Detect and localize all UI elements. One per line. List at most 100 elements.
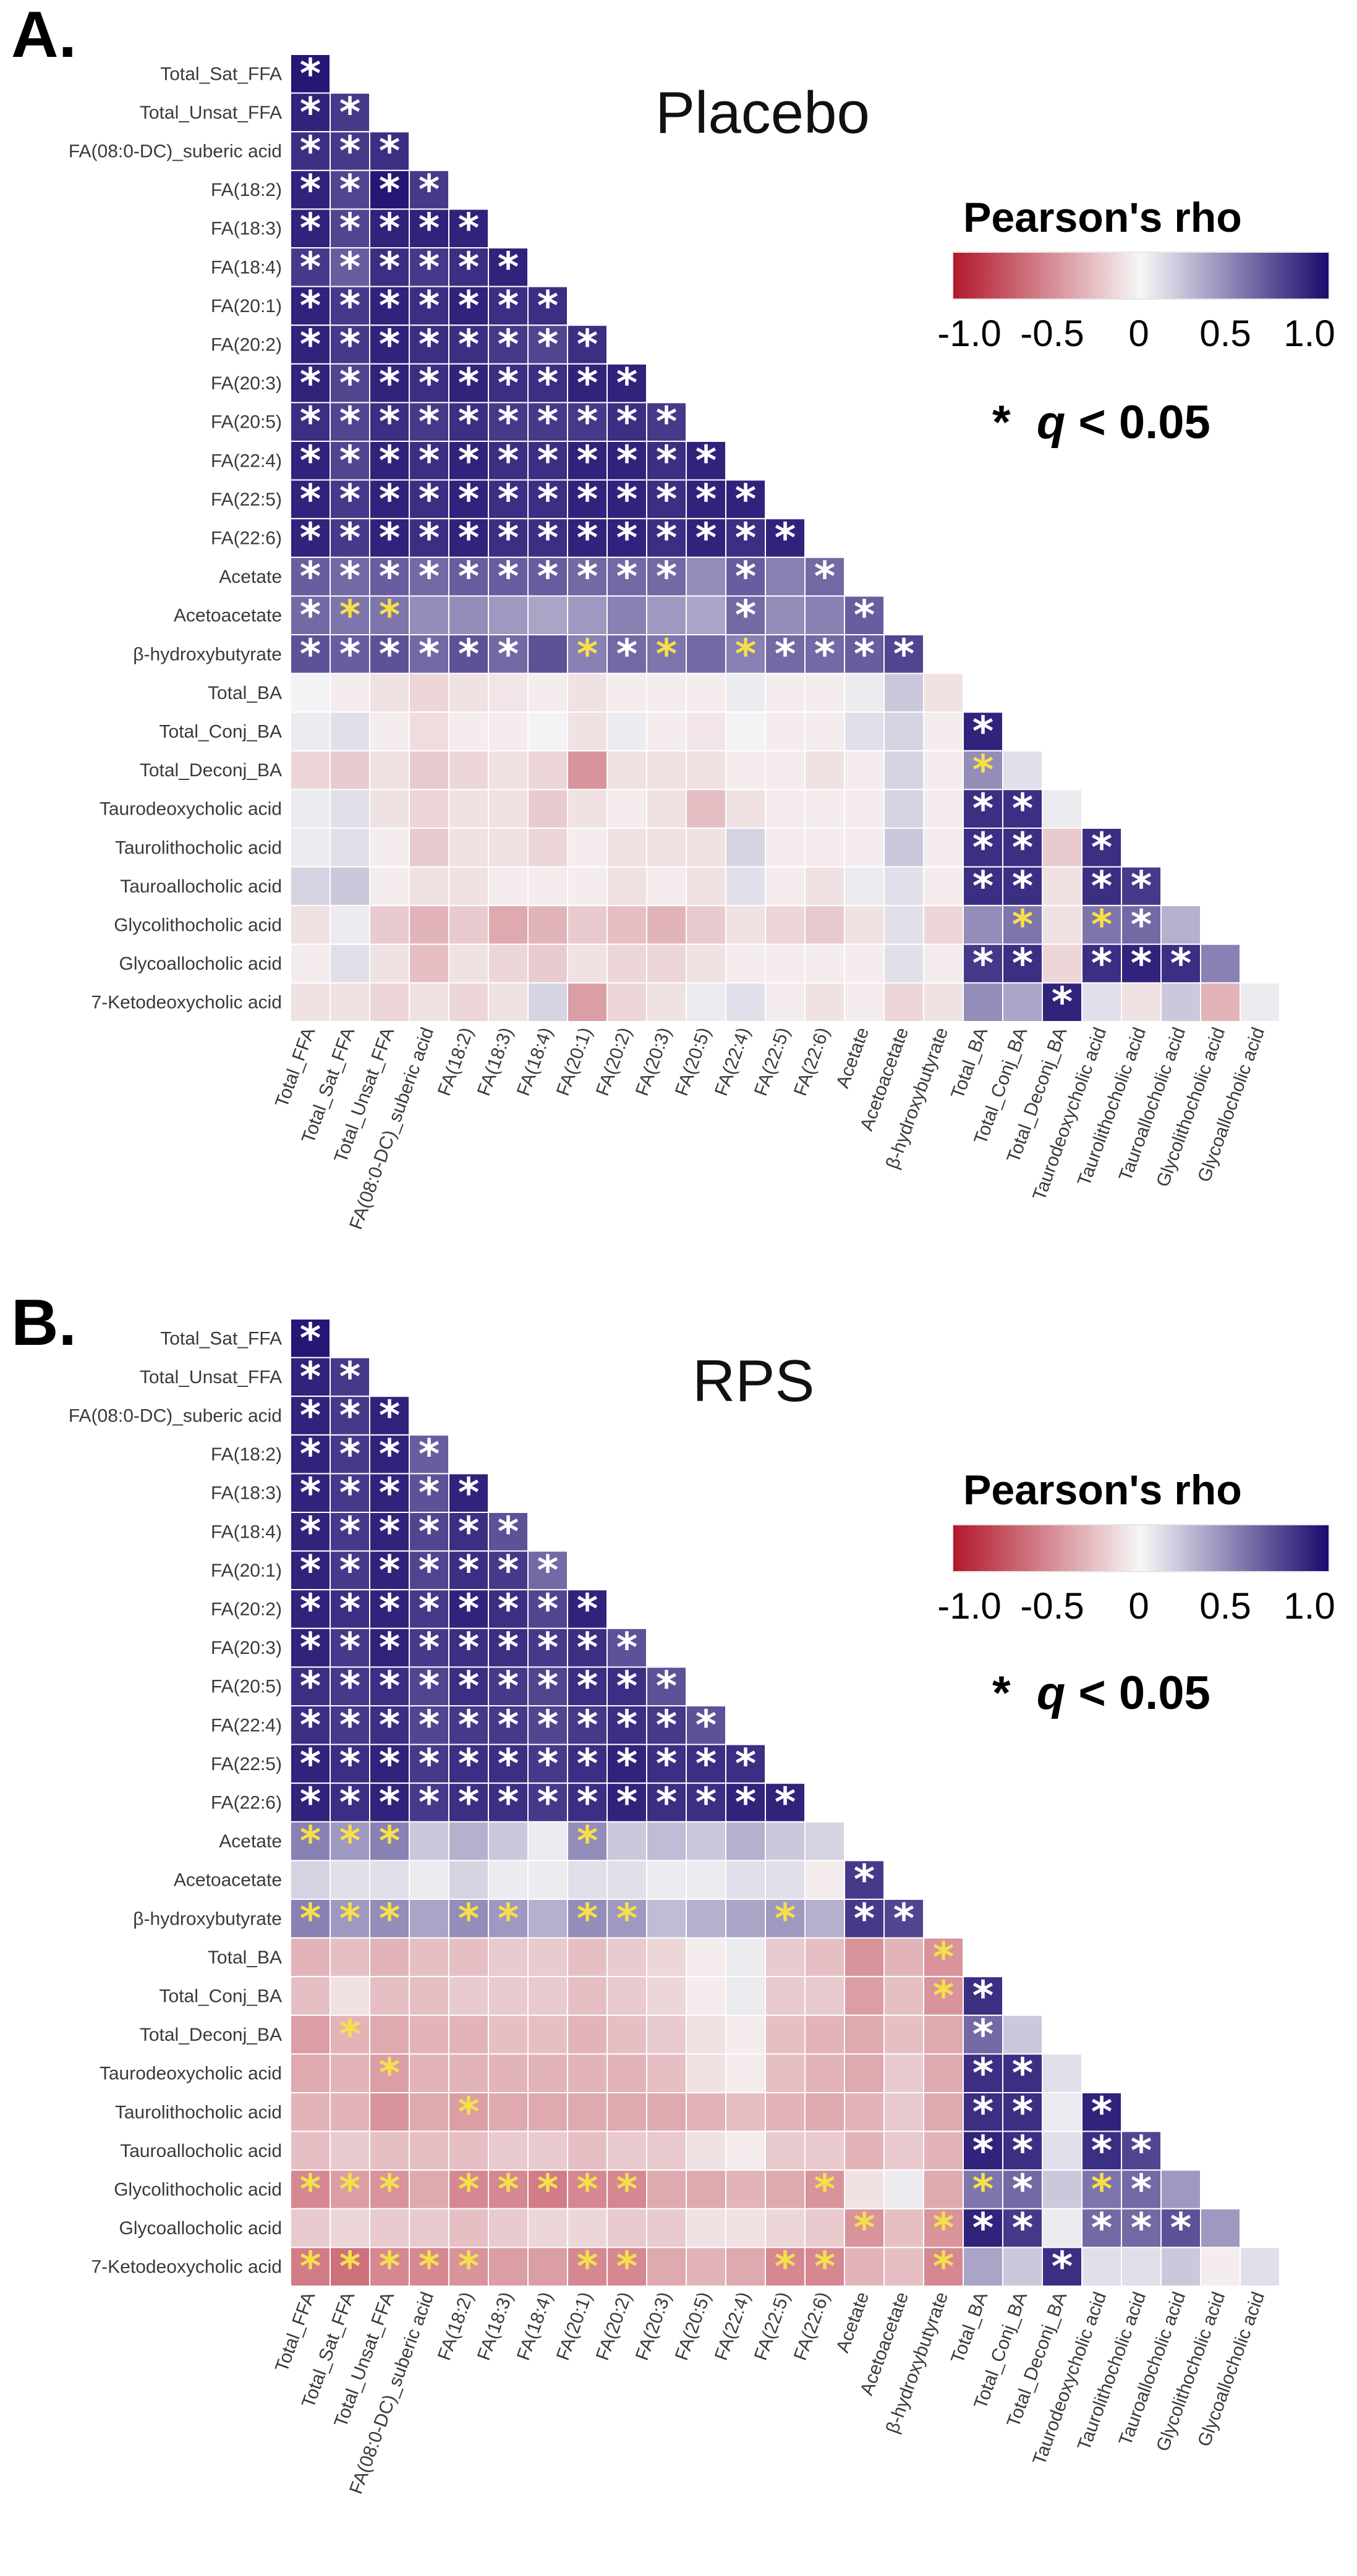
row-label: Acetate — [219, 1831, 282, 1852]
heatmap-cell — [923, 866, 964, 907]
heatmap-cell — [527, 518, 568, 558]
heatmap-cell — [646, 982, 687, 1023]
significance-star: * — [458, 514, 480, 562]
significance-star: * — [379, 1585, 401, 1633]
heatmap-cell — [567, 1627, 608, 1668]
heatmap-cell — [725, 711, 766, 752]
significance-star: * — [775, 514, 796, 562]
heatmap-cell — [686, 2208, 726, 2248]
heatmap-cell — [369, 905, 410, 945]
heatmap-cell — [804, 2247, 845, 2287]
row-label: Glycoallocholic acid — [119, 2218, 282, 2239]
heatmap-cell — [606, 518, 647, 558]
significance-star: * — [972, 940, 994, 988]
heatmap-cell — [448, 1860, 489, 1900]
row-label: Total_Unsat_FFA — [140, 103, 282, 123]
significance-star: * — [537, 1663, 559, 1710]
significance-star: * — [379, 1431, 401, 1478]
heatmap-cell — [883, 1976, 924, 2016]
heatmap-cell — [883, 905, 924, 945]
heatmap-cell — [448, 363, 489, 404]
significance-star: * — [419, 1701, 440, 1749]
heatmap-cell — [330, 2169, 370, 2210]
heatmap-cell — [804, 1937, 845, 1978]
significance-star: * — [656, 1779, 678, 1826]
significance-star: * — [300, 514, 321, 562]
significance-star: * — [616, 398, 638, 446]
heatmap-cell — [646, 2092, 687, 2132]
heatmap-cell — [646, 595, 687, 636]
significance-legend: * q < 0.05 — [992, 1666, 1210, 1720]
heatmap-cell — [448, 2130, 489, 2171]
heatmap-cell — [527, 828, 568, 868]
heatmap-cell — [409, 1434, 449, 1475]
heatmap-cell — [488, 2247, 529, 2287]
column-label: FA(22:6) — [790, 2289, 833, 2363]
heatmap-cell — [330, 2092, 370, 2132]
significance-star: * — [735, 1779, 757, 1826]
significance-q: q — [1036, 396, 1066, 449]
heatmap-cell — [606, 2130, 647, 2171]
heatmap-cell — [488, 441, 529, 481]
heatmap-cell — [844, 1976, 885, 2016]
significance-star: * — [735, 630, 757, 678]
heatmap-cell — [527, 441, 568, 481]
heatmap-cell — [1200, 943, 1241, 984]
row-label: FA(20:1) — [211, 1561, 282, 1581]
heatmap-cell — [646, 2208, 687, 2248]
row-label: FA(18:2) — [211, 1444, 282, 1465]
heatmap-cell — [409, 2208, 449, 2248]
heatmap-cell — [1042, 2247, 1083, 2287]
heatmap-cell — [765, 2247, 806, 2287]
heatmap-cell — [646, 750, 687, 790]
row-label: Tauroallocholic acid — [120, 876, 282, 897]
row-label: 7-Ketodeoxycholic acid — [91, 993, 282, 1013]
significance-star: * — [972, 708, 994, 755]
significance-star: * — [577, 1663, 598, 1710]
significance-star: * — [458, 2088, 480, 2136]
heatmap-cell — [923, 905, 964, 945]
significance-star: * — [656, 1663, 678, 1710]
heatmap-cell — [330, 479, 370, 520]
heatmap-cell — [369, 2130, 410, 2171]
heatmap-cell — [448, 711, 489, 752]
legend-tick: 0 — [1128, 1585, 1149, 1627]
heatmap-cell — [923, 982, 964, 1023]
heatmap-cell — [567, 1821, 608, 1862]
significance-threshold: < 0.05 — [1078, 396, 1210, 449]
significance-star: * — [498, 1895, 519, 1943]
heatmap-cell — [527, 672, 568, 713]
heatmap-cell — [448, 1705, 489, 1745]
significance-star: * — [1131, 2205, 1152, 2252]
heatmap-cell — [290, 2014, 331, 2055]
significance-star: * — [616, 630, 638, 678]
significance-star: * — [854, 630, 875, 678]
significance-star: * — [339, 88, 361, 136]
significance-star: * — [419, 1740, 440, 1787]
heatmap-cell — [290, 402, 331, 443]
column-label: Total_FFA — [271, 1025, 319, 1110]
significance-star: * — [735, 475, 757, 523]
heatmap-cell — [527, 2208, 568, 2248]
heatmap-cell — [488, 479, 529, 520]
significance-star: * — [616, 437, 638, 485]
legend-tick: -0.5 — [1020, 1585, 1084, 1627]
heatmap-cell — [883, 1937, 924, 1978]
heatmap-cell — [290, 479, 331, 520]
heatmap-cell — [488, 2053, 529, 2094]
heatmap-cell — [804, 1899, 845, 1939]
significance-star: * — [339, 1740, 361, 1787]
heatmap-cell — [448, 943, 489, 984]
heatmap: ** ** * ** * * ** * * * ** * * * * ** * * * * * ** * * * * * * ** * * *… — [69, 1315, 1280, 2497]
significance-star: * — [379, 1779, 401, 1826]
row-label: Total_Unsat_FFA — [140, 1367, 282, 1388]
heatmap-cell — [409, 2014, 449, 2055]
heatmap-cell — [844, 2092, 885, 2132]
heatmap-cell — [606, 1860, 647, 1900]
heatmap-cell — [290, 131, 331, 171]
significance-star: * — [498, 514, 519, 562]
heatmap-cell — [290, 634, 331, 674]
heatmap-cell — [290, 1589, 331, 1629]
heatmap-cell — [1160, 2169, 1201, 2210]
significance-star: * — [537, 1585, 559, 1633]
